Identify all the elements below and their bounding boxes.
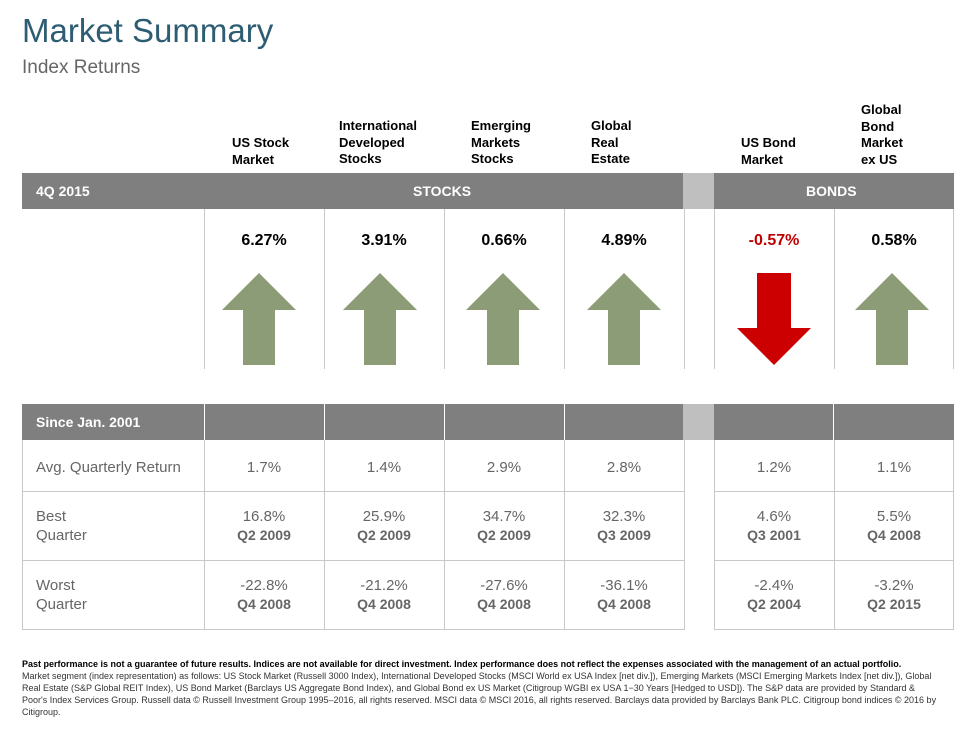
bar-divider: [683, 404, 714, 440]
return-value-us-bond: -0.57%: [748, 232, 800, 249]
divider: [22, 560, 685, 561]
footnote: Past performance is not a guarantee of f…: [22, 658, 937, 718]
up-arrow-icon: [222, 273, 296, 365]
divider: [204, 209, 205, 369]
worst-quarter-label: Worst Quarter: [36, 577, 87, 613]
since-bar-cell: [834, 404, 954, 440]
avg-return-us-bond: 1.2%: [756, 459, 792, 476]
return-value-us-stock: 6.27%: [241, 232, 287, 249]
divider: [714, 629, 954, 630]
return-value-emerging: 0.66%: [481, 232, 527, 249]
divider: [953, 209, 954, 369]
bonds-label: BONDS: [806, 183, 857, 199]
best-quarter-label: Best Quarter: [36, 508, 87, 544]
since-label: Since Jan. 2001: [36, 414, 141, 430]
col-header-us-stock: US Stock Market: [232, 135, 290, 167]
page-title: Market Summary: [22, 12, 274, 49]
divider: [714, 209, 715, 369]
return-value-global-re: 4.89%: [601, 232, 647, 249]
best-quarter-intl-dev: 25.9% Q2 2009: [357, 508, 411, 543]
return-value-global-bond: 0.58%: [871, 232, 917, 249]
quarter-bar-bonds: BONDS: [714, 173, 954, 209]
since-bar-cell: [445, 404, 564, 440]
divider: [834, 440, 835, 630]
since-bar-cell: [565, 404, 683, 440]
since-bar-label-cell: Since Jan. 2001: [22, 404, 204, 440]
avg-return-us-stock: 1.7%: [246, 459, 282, 476]
divider: [324, 440, 325, 630]
footnote-sources: Market segment (index representation) as…: [22, 671, 937, 717]
divider: [22, 629, 685, 630]
worst-quarter-us-stock: -22.8% Q4 2008: [237, 577, 291, 612]
worst-quarter-global-bond: -3.2% Q2 2015: [867, 577, 921, 612]
since-bar-cell: [325, 404, 444, 440]
divider: [714, 560, 954, 561]
col-header-global-bond: Global Bond Market ex US: [861, 102, 903, 167]
divider: [324, 209, 325, 369]
col-header-emerging: Emerging Markets Stocks: [471, 118, 531, 166]
worst-quarter-intl-dev: -21.2% Q4 2008: [357, 577, 411, 612]
divider: [444, 440, 445, 630]
down-arrow-icon: [737, 273, 811, 365]
quarter-period: 4Q 2015: [36, 183, 90, 199]
best-quarter-us-stock: 16.8% Q2 2009: [237, 508, 291, 543]
best-quarter-emerging: 34.7% Q2 2009: [477, 508, 531, 543]
divider: [444, 209, 445, 369]
divider: [564, 209, 565, 369]
divider: [684, 209, 685, 369]
best-quarter-global-bond: 5.5% Q4 2008: [867, 508, 921, 543]
col-header-us-bond: US Bond Market: [741, 135, 796, 167]
divider: [204, 440, 205, 630]
divider: [834, 209, 835, 369]
best-quarter-global-re: 32.3% Q3 2009: [597, 508, 651, 543]
footnote-disclaimer: Past performance is not a guarantee of f…: [22, 659, 902, 669]
since-bar-cell: [714, 404, 833, 440]
up-arrow-icon: [343, 273, 417, 365]
worst-quarter-us-bond: -2.4% Q2 2004: [747, 577, 801, 612]
page-subtitle: Index Returns: [22, 57, 141, 78]
divider: [714, 440, 715, 630]
up-arrow-icon: [587, 273, 661, 365]
since-bar-cell: [205, 404, 324, 440]
stocks-label: STOCKS: [413, 183, 472, 199]
avg-return-intl-dev: 1.4%: [366, 459, 402, 476]
divider: [22, 440, 23, 630]
best-quarter-us-bond: 4.6% Q3 2001: [747, 508, 801, 543]
worst-quarter-global-re: -36.1% Q4 2008: [597, 577, 651, 612]
bar-divider: [683, 173, 714, 209]
col-header-intl-dev: International Developed Stocks: [339, 118, 418, 166]
col-header-global-re: Global Real Estate: [591, 118, 632, 166]
return-value-intl-dev: 3.91%: [361, 232, 407, 249]
avg-return-global-re: 2.8%: [606, 459, 642, 476]
divider: [684, 440, 685, 630]
up-arrow-icon: [855, 273, 929, 365]
quarter-bar-stocks: 4Q 2015 STOCKS: [22, 173, 683, 209]
divider: [22, 491, 685, 492]
avg-return-global-bond: 1.1%: [876, 459, 912, 476]
divider: [953, 440, 954, 630]
divider: [714, 491, 954, 492]
up-arrow-icon: [466, 273, 540, 365]
avg-return-emerging: 2.9%: [486, 459, 522, 476]
worst-quarter-emerging: -27.6% Q4 2008: [477, 577, 531, 612]
avg-return-label: Avg. Quarterly Return: [36, 459, 181, 476]
divider: [564, 440, 565, 630]
